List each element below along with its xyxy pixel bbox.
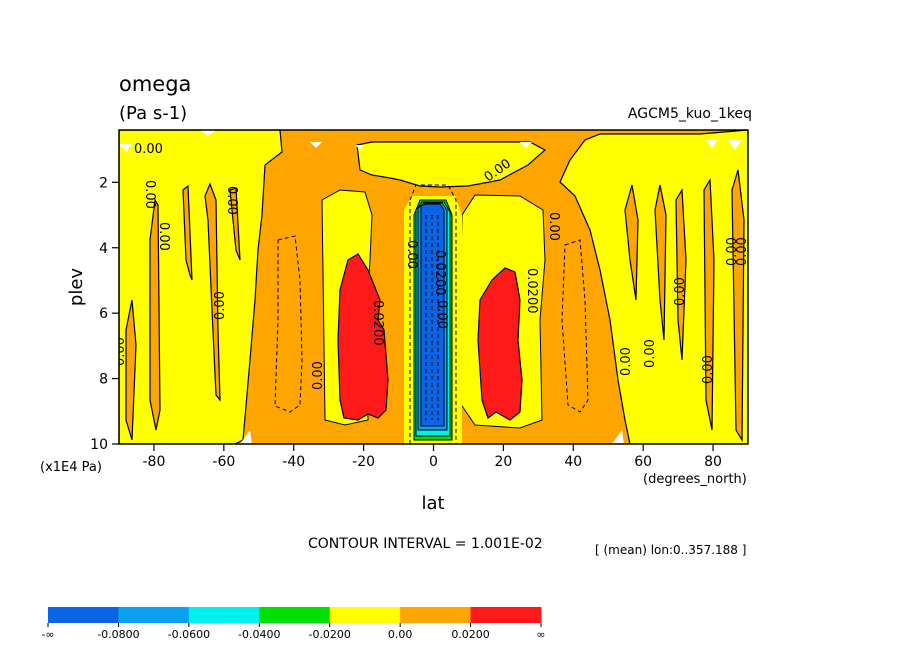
contour-label: 0.00	[725, 237, 740, 266]
contour-label: 0.00	[404, 240, 419, 269]
missing-data-marks	[119, 130, 742, 444]
y-tick-label: 2	[99, 175, 108, 191]
contour-label: 0.00	[546, 212, 561, 241]
x-tick-label: -40	[282, 454, 305, 470]
colorbar-label: -0.0200	[308, 628, 350, 641]
contour-label: 0.00	[213, 291, 228, 320]
mean-info-text: [ (mean) lon:0..357.188 ]	[595, 543, 746, 557]
y-tick-label: 6	[99, 306, 108, 322]
missing-mark-5	[520, 142, 532, 148]
colorbar-swatch	[329, 607, 401, 623]
x-tick-label: -20	[352, 454, 375, 470]
finger-right-2	[654, 184, 667, 341]
contour-label: 0.00	[619, 347, 634, 376]
missing-mark-4	[355, 145, 365, 150]
finger-left-3	[204, 182, 221, 402]
dataset-label: AGCM5_kuo_1keq	[628, 106, 752, 122]
contour-label: 0.00	[142, 180, 157, 209]
region-negative-right	[559, 130, 748, 444]
colorbar: -∞ -0.0800 -0.0600 -0.0400 -0.0200 0.00 0.0200…	[41, 607, 546, 641]
colorbar-swatch	[118, 607, 190, 623]
colorbar-swatch	[259, 607, 331, 623]
colorbar-label: ∞	[536, 628, 545, 641]
dashed-contours	[274, 184, 589, 444]
contour-label: 0.00	[673, 277, 688, 306]
y-axis-label: plev	[66, 268, 87, 307]
x-tick-label: 80	[704, 454, 722, 470]
contour-interval-text: CONTOUR INTERVAL = 1.001E-02	[308, 536, 543, 552]
finger-left-1	[149, 198, 161, 431]
region-max-right	[477, 267, 523, 421]
contour-label: 0.00	[643, 339, 658, 368]
contour-label: 0.00	[701, 355, 716, 384]
dashed-contour-center	[409, 184, 457, 444]
contour-label: 0.0200	[524, 268, 539, 314]
finger-left-4	[229, 187, 241, 261]
region-max-left	[337, 253, 389, 421]
missing-mark-9	[612, 430, 624, 444]
x-tick-label: 0	[429, 454, 438, 470]
colorbar-label: -0.0400	[238, 628, 280, 641]
chart-units: (Pa s-1)	[119, 103, 187, 124]
y-tick-label: 8	[99, 372, 108, 388]
colorbar-label: 0.00	[388, 628, 413, 641]
dashed-contour-right	[561, 239, 589, 413]
x-tick-label: -60	[212, 454, 235, 470]
x-tick-label: 20	[494, 454, 512, 470]
missing-mark-8	[240, 430, 252, 444]
contour-label: 0.0200	[432, 250, 447, 296]
finger-right-5	[731, 169, 745, 443]
missing-mark-7	[728, 140, 742, 150]
finger-left-5	[125, 299, 137, 441]
contour-label: 0.00	[311, 361, 326, 390]
missing-mark-3	[310, 142, 322, 148]
colorbar-label: -0.0800	[97, 628, 139, 641]
finger-right-4	[703, 177, 715, 431]
colorbar-swatch	[48, 607, 119, 623]
colorbar-label: -∞	[41, 628, 54, 641]
y-tick-label: 10	[90, 437, 108, 453]
contour-label: 0.00	[113, 337, 128, 366]
x-tick-label: 60	[634, 454, 652, 470]
colorbar-swatch	[188, 607, 260, 623]
contour-label: 0.00	[735, 237, 750, 266]
contour-label: 0.00	[224, 186, 239, 215]
contour-labels: 0.00 0.0200 0.00 0.00 0.00 0.00 0.00 0.0…	[113, 142, 750, 390]
x-axis-units: (degrees_north)	[643, 472, 747, 487]
colorbar-swatch	[400, 607, 472, 623]
contour-label: 0.00	[134, 142, 163, 157]
finger-right-1	[624, 184, 639, 301]
contour-field: 0.00 0.0200 0.00 0.00 0.00 0.00 0.00 0.0…	[113, 130, 750, 444]
contour-label: 0.00	[156, 222, 171, 251]
x-axis: -80 -60 -40 -20 0 20 40 60 80	[143, 444, 722, 470]
contour-label: 0.0200	[370, 300, 385, 346]
contour-label: 0.00	[434, 300, 449, 329]
x-tick-label: 40	[564, 454, 582, 470]
region-negative-center-top	[356, 141, 547, 188]
missing-mark-1	[119, 144, 132, 152]
y-axis: 2 4 6 8 10	[90, 175, 119, 453]
finger-right-3	[675, 188, 687, 361]
y-axis-units: (x1E4 Pa)	[40, 460, 102, 475]
missing-mark-6	[706, 140, 718, 148]
finger-left-2	[182, 184, 193, 281]
x-axis-label: lat	[421, 493, 444, 514]
colorbar-label: 0.0200	[451, 628, 490, 641]
x-tick-label: -80	[143, 454, 166, 470]
chart-title: omega	[119, 72, 191, 96]
colorbar-label: -0.0600	[168, 628, 210, 641]
missing-mark-2	[200, 130, 216, 136]
y-tick-label: 4	[99, 241, 108, 257]
colorbar-swatch	[470, 607, 542, 623]
